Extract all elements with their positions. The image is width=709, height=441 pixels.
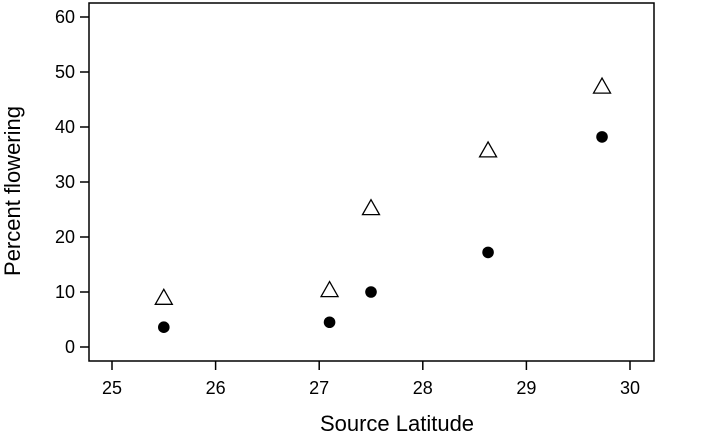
x-tick-label: 27: [309, 378, 329, 398]
y-tick-label: 40: [55, 117, 75, 137]
circle-point: [323, 316, 336, 329]
triangle-point: [478, 140, 498, 158]
data-points: [154, 76, 612, 334]
y-axis: 0 10 20 30 40 50 60: [55, 7, 89, 357]
x-tick-label: 29: [516, 378, 536, 398]
x-tick-label: 26: [206, 378, 226, 398]
circle-point: [365, 286, 377, 298]
y-axis-title: Percent flowering: [0, 106, 25, 276]
y-tick-label: 60: [55, 7, 75, 27]
triangle-point: [319, 280, 340, 298]
triangle-point: [154, 287, 174, 305]
x-tick-label: 30: [620, 378, 640, 398]
circle-point: [596, 131, 608, 143]
y-tick-label: 50: [55, 62, 75, 82]
circle-point: [158, 321, 170, 334]
y-tick-label: 0: [65, 337, 75, 357]
triangle-point: [592, 76, 612, 94]
x-tick-label: 25: [102, 378, 122, 398]
plot-frame: [88, 2, 655, 362]
circle-point: [482, 246, 494, 259]
y-tick-label: 10: [55, 282, 75, 302]
x-axis: 25 26 27 28 29 30: [102, 361, 640, 398]
y-tick-label: 30: [55, 172, 75, 192]
triangle-point: [361, 198, 381, 216]
x-axis-title: Source Latitude: [320, 411, 474, 436]
y-tick-label: 20: [55, 227, 75, 247]
x-tick-label: 28: [413, 378, 433, 398]
